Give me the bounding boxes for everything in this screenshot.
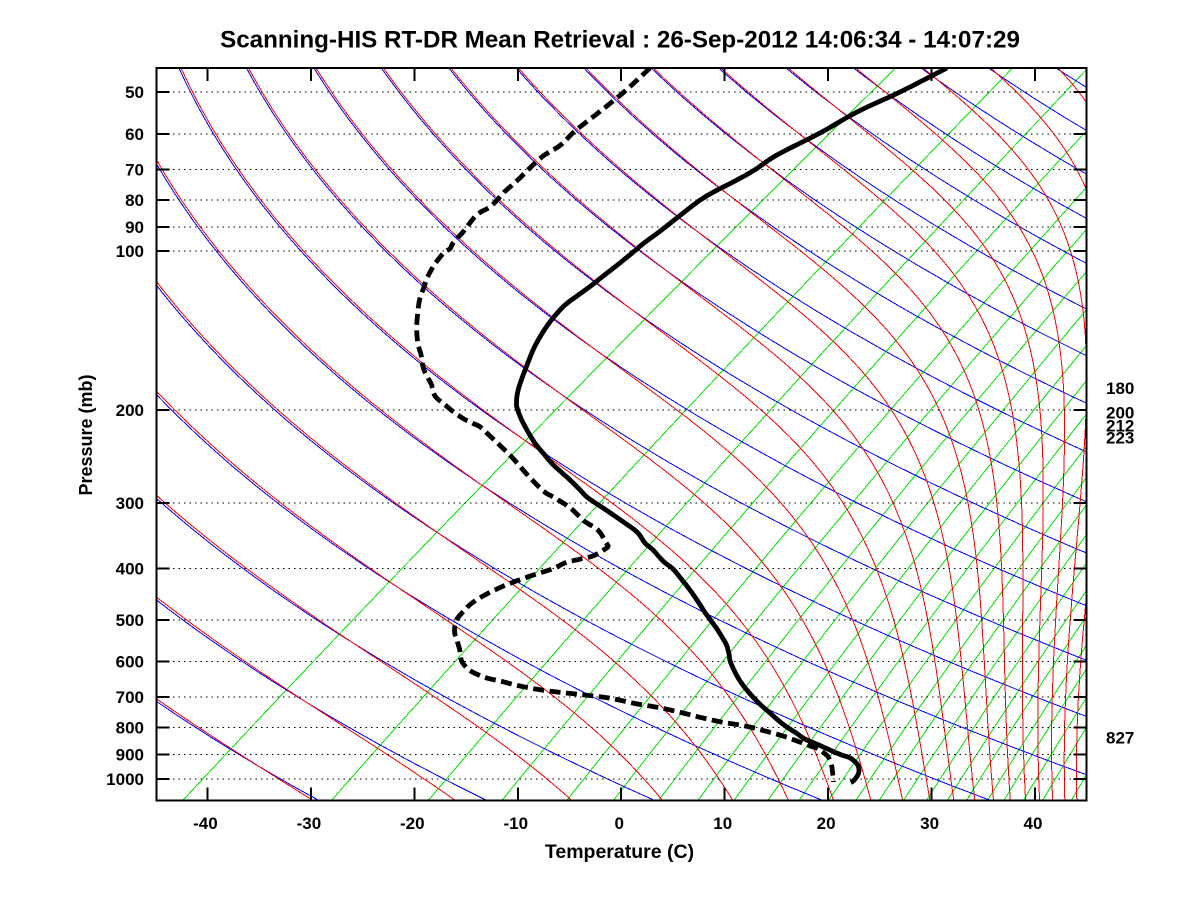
svg-text:40: 40 <box>1024 814 1043 833</box>
svg-text:827: 827 <box>1106 729 1134 748</box>
svg-text:80: 80 <box>125 191 144 210</box>
svg-text:223: 223 <box>1106 428 1134 447</box>
svg-text:400: 400 <box>116 560 144 579</box>
svg-text:Temperature (C): Temperature (C) <box>545 841 694 863</box>
svg-text:Scanning-HIS RT-DR Mean Retrie: Scanning-HIS RT-DR Mean Retrieval : 26-S… <box>220 27 1020 54</box>
svg-text:900: 900 <box>116 746 144 765</box>
svg-text:100: 100 <box>116 242 144 261</box>
svg-text:-30: -30 <box>297 814 322 833</box>
svg-text:60: 60 <box>125 125 144 144</box>
svg-text:70: 70 <box>125 160 144 179</box>
svg-text:300: 300 <box>116 494 144 513</box>
svg-text:30: 30 <box>920 814 939 833</box>
svg-text:200: 200 <box>1106 403 1134 422</box>
svg-text:700: 700 <box>116 688 144 707</box>
svg-text:90: 90 <box>125 218 144 237</box>
svg-text:180: 180 <box>1106 379 1134 398</box>
svg-text:Pressure (mb): Pressure (mb) <box>76 374 96 495</box>
svg-text:200: 200 <box>116 401 144 420</box>
svg-text:1000: 1000 <box>106 770 144 789</box>
svg-text:-10: -10 <box>504 814 529 833</box>
svg-text:212: 212 <box>1106 417 1134 436</box>
svg-text:800: 800 <box>116 719 144 738</box>
svg-text:0: 0 <box>614 814 623 833</box>
svg-text:50: 50 <box>125 83 144 102</box>
svg-text:20: 20 <box>817 814 836 833</box>
svg-text:-40: -40 <box>193 814 218 833</box>
svg-text:500: 500 <box>116 611 144 630</box>
svg-text:-20: -20 <box>400 814 425 833</box>
svg-text:10: 10 <box>713 814 732 833</box>
svg-text:600: 600 <box>116 653 144 672</box>
